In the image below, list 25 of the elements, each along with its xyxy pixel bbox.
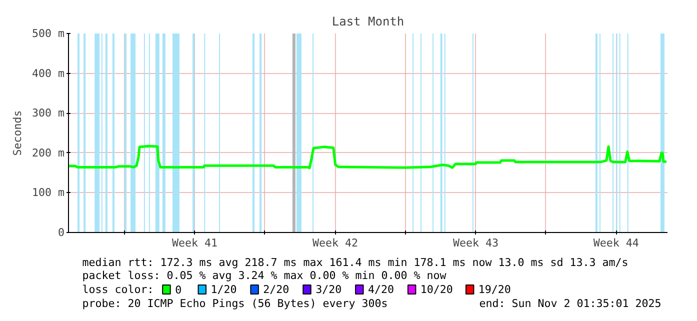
y-tick-label: 200 m [32, 146, 65, 160]
legend-label: 2/20 [263, 283, 290, 296]
text: end: Sun Nov 2 01:35:01 2025 [479, 297, 662, 310]
y-tick-label: 100 m [32, 186, 65, 200]
y-axis-title: Seconds [11, 110, 24, 156]
legend-title: loss color: [82, 283, 154, 296]
y-tick-label: 300 m [32, 106, 65, 120]
legend-label: 10/20 [420, 283, 453, 296]
x-tick-label: Week 44 [593, 236, 639, 250]
legend-label: 1/20 [210, 283, 237, 296]
y-tick-label: 400 m [32, 66, 65, 80]
chart-title: Last Month [332, 14, 404, 28]
y-tick-label: 0 [58, 226, 65, 239]
legend-label: 4/20 [368, 283, 394, 296]
line-series [68, 144, 668, 170]
legend-label: 0 [175, 284, 182, 296]
y-tick-label: 500 m [32, 27, 65, 40]
x-tick-label: Week 43 [452, 236, 498, 250]
legend-label: 3/20 [316, 283, 342, 296]
text: probe: 20 ICMP Echo Pings (56 Bytes) every 300s [82, 297, 388, 310]
text: packet loss: 0.05 % avg 3.24 % max 0.00 % min 0.00 % now [82, 269, 447, 282]
text: median rtt: 172.3 ms avg 218.7 ms max 161.4 ms min 178.1 ms now 13.0 ms sd 13.3 am/s [82, 256, 628, 269]
legend-label: 19/20 [478, 283, 511, 296]
x-tick-label: Week 41 [172, 236, 218, 250]
x-tick-label: Week 42 [312, 236, 358, 250]
